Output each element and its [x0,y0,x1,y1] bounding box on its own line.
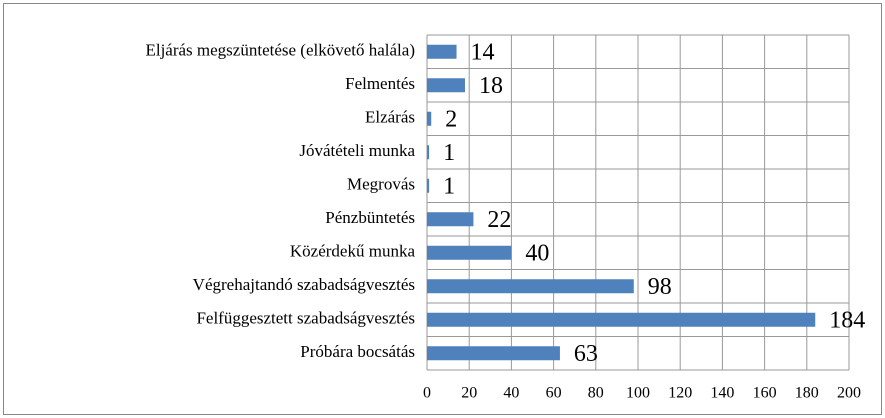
bar [427,44,457,59]
value-label: 18 [479,73,503,99]
bar [427,178,430,193]
y-tick-label: Felfüggesztett szabadságvesztés [196,309,415,328]
bar [427,312,816,327]
value-label: 14 [471,39,495,65]
x-tick-label: 20 [461,385,477,402]
value-label: 22 [487,207,511,233]
value-label: 184 [829,307,865,333]
value-label: 40 [525,240,549,266]
x-tick-label: 60 [546,385,562,402]
x-tick-label: 180 [795,385,819,402]
chart-border [3,3,882,415]
y-tick-label: Jóvátételi munka [299,141,415,160]
bar [427,346,560,361]
y-tick-label: Elzárás [365,108,415,127]
value-label: 1 [443,140,455,166]
y-tick-label: Megrovás [347,175,415,194]
x-tick-label: 0 [423,385,431,402]
bar [427,78,465,93]
x-tick-label: 160 [753,385,777,402]
value-label: 63 [574,341,598,367]
y-tick-label: Felmentés [345,74,415,93]
y-tick-label: Próbára bocsátás [300,342,415,361]
value-label: 98 [648,274,672,300]
x-tick-label: 80 [588,385,604,402]
x-tick-label: 120 [668,385,692,402]
x-tick-label: 40 [503,385,519,402]
y-tick-label: Végrehajtandó szabadságvesztés [193,275,415,294]
bar [427,245,512,260]
y-tick-label: Pénzbüntetés [325,208,415,227]
y-tick-label: Közérdekű munka [290,242,416,261]
value-label: 2 [445,106,457,132]
value-label: 1 [443,173,455,199]
y-tick-label: Eljárás megszüntetése (elkövető halála) [145,41,415,60]
bar [427,111,432,126]
x-tick-label: 200 [837,385,861,402]
x-tick-label: 100 [626,385,650,402]
bar [427,145,430,160]
bar [427,279,634,294]
bar [427,212,474,227]
x-tick-label: 140 [710,385,734,402]
